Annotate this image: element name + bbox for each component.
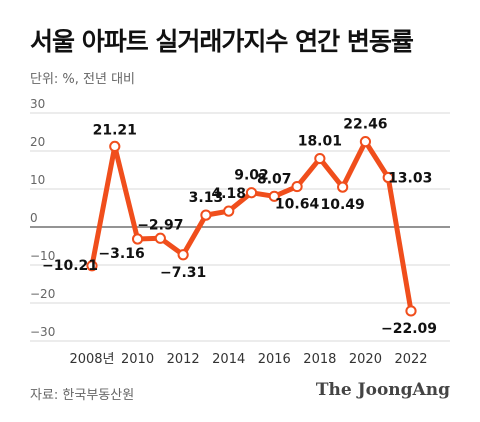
x-tick-label: 2014 xyxy=(212,352,245,367)
data-point xyxy=(382,171,394,184)
x-tick-label: 2008년 xyxy=(69,352,114,367)
data-point xyxy=(109,140,121,153)
data-point xyxy=(245,187,258,199)
data-label: 21.21 xyxy=(93,122,137,138)
data-label: 3.13 xyxy=(189,190,224,206)
data-point xyxy=(291,180,303,193)
data-label: 4.18 xyxy=(211,186,246,202)
data-label: −22.09 xyxy=(381,321,437,337)
y-tick-label: −20 xyxy=(30,287,55,301)
x-tick-label: 2018 xyxy=(303,352,336,367)
publisher-logo: The JoongAng xyxy=(315,380,450,400)
data-point xyxy=(131,233,144,245)
data-label: 10.64 xyxy=(275,197,320,213)
data-point xyxy=(154,232,166,244)
data-label: 8.07 xyxy=(257,171,292,187)
data-point xyxy=(177,249,189,261)
data-point xyxy=(86,260,98,272)
data-label: −2.97 xyxy=(137,217,183,233)
data-label: 10.49 xyxy=(320,197,364,213)
unit-note: 단위: %, 전년 대비 xyxy=(30,72,136,87)
data-point xyxy=(223,205,235,217)
y-tick-label: 30 xyxy=(30,97,45,111)
x-tick-label: 2012 xyxy=(167,352,200,367)
data-label: −10.21 xyxy=(42,258,98,274)
data-label: 9.02 xyxy=(234,168,269,184)
data-point xyxy=(405,305,417,317)
y-tick-label: 20 xyxy=(30,135,45,149)
y-tick-label: 10 xyxy=(30,173,45,187)
y-tick-label: 0 xyxy=(30,211,38,225)
y-tick-label: −10 xyxy=(30,249,55,263)
x-tick-label: 2022 xyxy=(394,352,427,367)
data-label: 13.03 xyxy=(388,170,432,186)
data-point xyxy=(337,181,349,193)
data-label: 18.01 xyxy=(298,134,342,150)
data-point xyxy=(359,136,372,148)
chart-title: 서울 아파트 실거래가지수 연간 변동률 xyxy=(30,27,414,56)
data-label: 22.46 xyxy=(343,117,387,133)
data-point xyxy=(200,209,212,221)
x-tick-label: 2016 xyxy=(258,352,291,367)
x-tick-label: 2010 xyxy=(121,352,154,367)
source-note: 자료: 한국부동산원 xyxy=(30,388,135,403)
data-point xyxy=(314,152,326,165)
data-point xyxy=(268,190,280,202)
data-label: −3.16 xyxy=(98,246,144,262)
data-label: −7.31 xyxy=(160,265,206,281)
x-tick-label: 2020 xyxy=(349,352,382,367)
y-tick-label: −30 xyxy=(30,325,55,339)
